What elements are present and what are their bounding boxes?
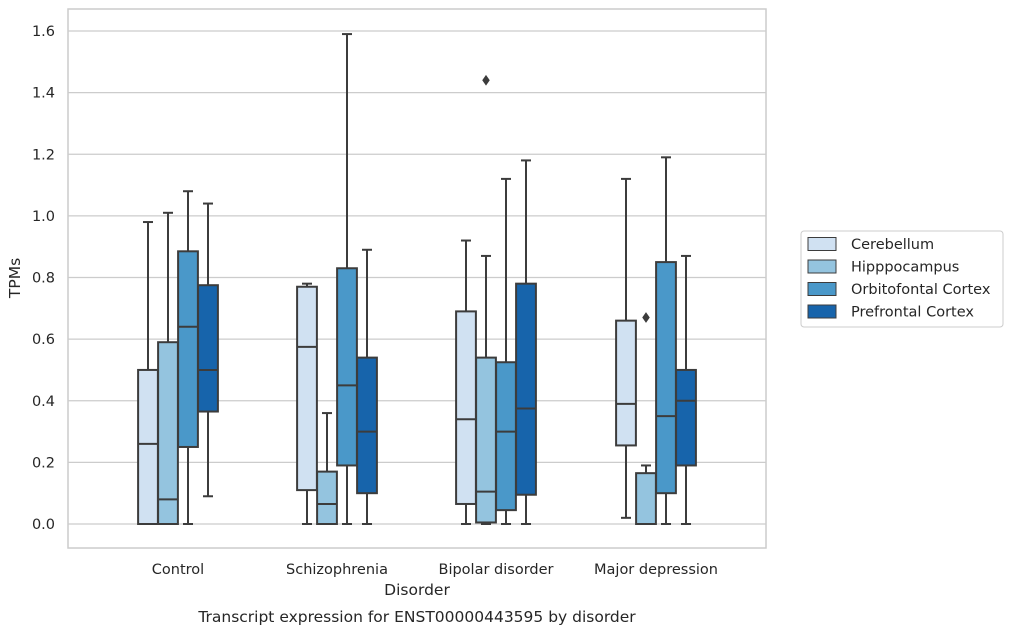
box-cerebellum-control bbox=[137, 221, 159, 525]
legend-swatch-orbitofontal-cortex bbox=[807, 282, 837, 296]
iqr-box bbox=[495, 361, 517, 512]
legend-label: Cerebellum bbox=[851, 237, 934, 253]
x-tick-label: Bipolar disorder bbox=[439, 562, 554, 578]
x-tick-labels: Control Schizophrenia Bipolar disorder Majo… bbox=[152, 562, 718, 578]
iqr-box bbox=[137, 368, 159, 525]
y-tick-label: 1.2 bbox=[32, 147, 55, 163]
box-prefrontal-cortex-major-depression bbox=[675, 254, 697, 525]
iqr-box bbox=[296, 285, 318, 492]
box-cerebellum-major-depression bbox=[615, 177, 637, 519]
iqr-box bbox=[675, 368, 697, 467]
x-tick-label: Control bbox=[152, 562, 204, 578]
box-orbitofontal-cortex-schizophrenia bbox=[336, 33, 358, 525]
outlier-point bbox=[482, 74, 490, 86]
y-tick-label: 0.2 bbox=[32, 455, 55, 471]
box-prefrontal-cortex-bipolar-disorder bbox=[515, 159, 537, 525]
box-orbitofontal-cortex-control bbox=[177, 190, 199, 525]
box-orbitofontal-cortex-major-depression bbox=[655, 156, 677, 525]
iqr-box bbox=[316, 470, 338, 525]
x-tick-label: Major depression bbox=[594, 562, 718, 578]
boxes bbox=[137, 33, 697, 525]
legend-swatch-prefrontal-cortex bbox=[807, 304, 837, 319]
y-tick-label: 0.8 bbox=[32, 271, 55, 287]
iqr-box bbox=[197, 284, 219, 413]
iqr-box bbox=[615, 319, 637, 447]
iqr-box bbox=[635, 472, 657, 525]
iqr-box bbox=[515, 282, 537, 496]
legend-frame bbox=[800, 230, 1004, 328]
x-tick-label: Schizophrenia bbox=[286, 562, 388, 578]
y-tick-label: 1.4 bbox=[32, 86, 55, 102]
x-axis-label: Disorder bbox=[384, 581, 450, 599]
box-cerebellum-bipolar-disorder bbox=[455, 239, 477, 525]
legend: Cerebellum Hipppocampus Orbitofontal Corte… bbox=[800, 230, 1004, 328]
legend-swatch-cerebellum bbox=[807, 237, 837, 251]
box-hipppocampus-schizophrenia bbox=[316, 412, 338, 525]
y-axis-label: TPMs bbox=[6, 258, 24, 299]
box-prefrontal-cortex-schizophrenia bbox=[356, 248, 378, 525]
iqr-box bbox=[655, 261, 677, 495]
box-hipppocampus-major-depression bbox=[635, 312, 657, 525]
legend-label: Hipppocampus bbox=[851, 260, 959, 276]
box-prefrontal-cortex-control bbox=[197, 202, 219, 498]
y-tick-label: 1.0 bbox=[32, 209, 55, 225]
figure-caption: Transcript expression for ENST0000044359… bbox=[197, 608, 636, 626]
box-cerebellum-schizophrenia bbox=[296, 282, 318, 525]
iqr-box bbox=[475, 356, 497, 524]
y-tick-label: 0.4 bbox=[32, 394, 55, 410]
iqr-box bbox=[157, 341, 179, 525]
outlier-point bbox=[642, 312, 650, 323]
y-tick-label: 0.6 bbox=[32, 332, 55, 348]
legend-swatch-hipppocampus bbox=[807, 259, 837, 274]
iqr-box bbox=[455, 310, 477, 505]
y-tick-labels: 0.0 0.2 0.4 0.6 0.8 1.0 1.2 1.4 1.6 bbox=[32, 24, 55, 533]
plot-frame bbox=[67, 8, 767, 549]
y-tick-label: 0.0 bbox=[32, 517, 55, 533]
iqr-box bbox=[356, 356, 378, 495]
box-hipppocampus-bipolar-disorder bbox=[475, 74, 497, 525]
legend-label: Prefrontal Cortex bbox=[851, 305, 974, 321]
y-tick-label: 1.6 bbox=[32, 24, 55, 40]
box-orbitofontal-cortex-bipolar-disorder bbox=[495, 177, 517, 525]
iqr-box bbox=[336, 267, 358, 467]
legend-label: Orbitofontal Cortex bbox=[851, 282, 991, 298]
box-hipppocampus-control bbox=[157, 211, 179, 525]
iqr-box bbox=[177, 250, 199, 448]
